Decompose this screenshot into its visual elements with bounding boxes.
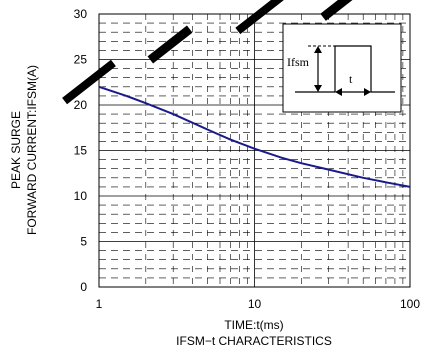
tick-labels: 0 5 10 15 20 25 30 1 10 100: [74, 7, 421, 311]
inset-t-label: t: [349, 72, 353, 86]
x-tick-label: 1: [96, 297, 103, 311]
inset-ifsm-label: Ifsm: [287, 55, 310, 69]
y-axis-title-line2: FORWARD CURRENT:IFSM(A): [25, 65, 39, 235]
y-tick-label: 25: [74, 53, 88, 67]
inset-ifsm-arrowhead-top: [314, 46, 322, 53]
inset-t-arrowhead-right: [364, 88, 371, 96]
y-tick-label: 5: [80, 235, 87, 249]
x-axis-title: TIME:t(ms): [224, 318, 283, 332]
y-tick-label: 20: [74, 98, 88, 112]
inset-box: [282, 23, 402, 113]
inset-t-arrowhead-left: [335, 88, 342, 96]
y-axis-title-line1: PEAK SURGE: [9, 111, 23, 189]
waveform-inset: Ifsm t: [282, 23, 402, 113]
inset-ifsm-arrowhead-bottom: [314, 85, 322, 92]
ifsm-curve: [98, 85, 411, 188]
y-tick-label: 0: [80, 280, 87, 294]
y-tick-label: 15: [74, 144, 88, 158]
chart-title: IFSM−t CHARACTERISTICS: [176, 334, 332, 348]
y-tick-label: 10: [74, 189, 88, 203]
x-tick-label: 10: [248, 297, 262, 311]
y-tick-label: 30: [74, 7, 88, 21]
grid: [99, 14, 410, 287]
series-layer: [98, 85, 411, 188]
inset-pulse: [295, 45, 395, 93]
x-tick-label: 100: [400, 297, 420, 311]
